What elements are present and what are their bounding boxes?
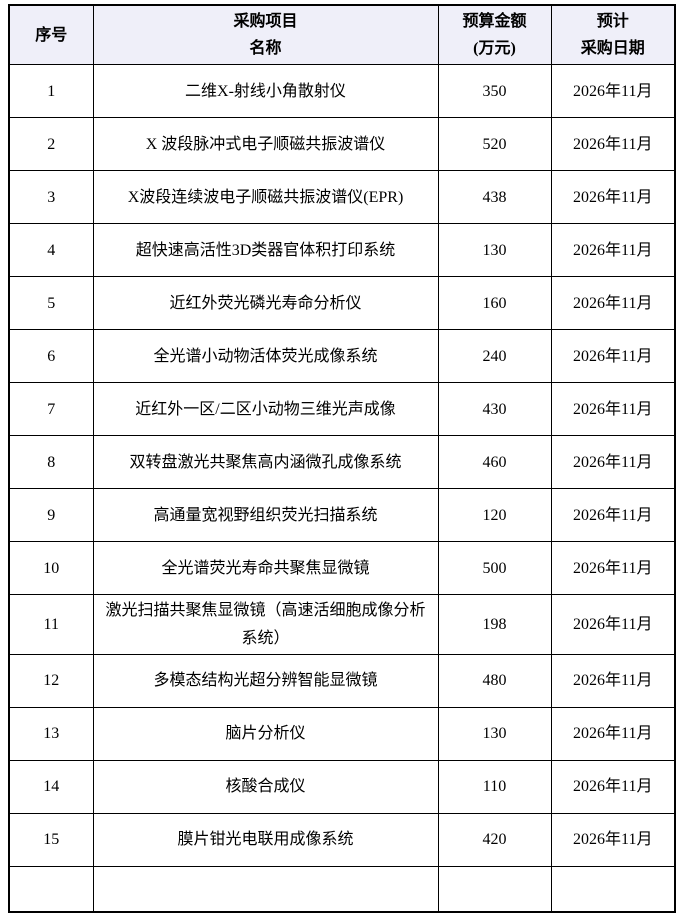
cell-row-number: 14 xyxy=(8,759,94,814)
table-row-partial xyxy=(8,865,676,913)
header-col-project-name-line2: 名称 xyxy=(249,40,282,58)
cell-row-number: 5 xyxy=(8,276,94,331)
cell-row-number: 11 xyxy=(8,594,94,655)
cell-row-number: 10 xyxy=(8,541,94,596)
cell-budget: 350 xyxy=(437,64,552,119)
cell-budget: 130 xyxy=(437,223,552,278)
cell-budget: 460 xyxy=(437,435,552,490)
cell-budget: 420 xyxy=(437,812,552,867)
cell-project-name: 双转盘激光共聚焦高内涵微孔成像系统 xyxy=(92,435,439,490)
table-body: 1 二维X-射线小角散射仪 350 2026年11月 2 X 波段脉冲式电子顺磁… xyxy=(8,64,676,913)
cell-row-number: 9 xyxy=(8,488,94,543)
cell-budget: 120 xyxy=(437,488,552,543)
cell-date: 2026年11月 xyxy=(550,594,676,655)
cell-row-number: 3 xyxy=(8,170,94,225)
header-col-budget-line1: 预算金额 xyxy=(462,13,527,30)
cell-date: 2026年11月 xyxy=(550,276,676,331)
cell-budget: 500 xyxy=(437,541,552,596)
table-row: 1 二维X-射线小角散射仪 350 2026年11月 xyxy=(8,64,676,119)
cell-budget: 520 xyxy=(437,117,552,172)
header-col-project-name: 采购项目 名称 xyxy=(92,4,439,66)
cell-project-name: 脑片分析仪 xyxy=(92,706,439,761)
cell-budget: 480 xyxy=(437,653,552,708)
header-col-budget-line2: (万元) xyxy=(473,40,516,58)
table-row: 8 双转盘激光共聚焦高内涵微孔成像系统 460 2026年11月 xyxy=(8,435,676,490)
cell-row-number: 4 xyxy=(8,223,94,278)
header-col-date-line1: 预计 xyxy=(596,13,629,30)
cell-row-number: 6 xyxy=(8,329,94,384)
cell-project-name: 超快速高活性3D类器官体积打印系统 xyxy=(92,223,439,278)
cell-project-name: 多模态结构光超分辨智能显微镜 xyxy=(92,653,439,708)
table-row: 13 脑片分析仪 130 2026年11月 xyxy=(8,706,676,761)
procurement-table: 序号 采购项目 名称 预算金额 (万元) 预计 采购日期 1 二维X-射线小角散… xyxy=(8,4,676,913)
table-row: 3 X波段连续波电子顺磁共振波谱仪(EPR) 438 2026年11月 xyxy=(8,170,676,225)
table-row: 10 全光谱荧光寿命共聚焦显微镜 500 2026年11月 xyxy=(8,541,676,596)
cell-project-name: 膜片钳光电联用成像系统 xyxy=(92,812,439,867)
cell-date: 2026年11月 xyxy=(550,329,676,384)
cell-date: 2026年11月 xyxy=(550,488,676,543)
cell-date: 2026年11月 xyxy=(550,223,676,278)
cell-date: 2026年11月 xyxy=(550,435,676,490)
cell-row-number: 15 xyxy=(8,812,94,867)
cell-row-number: 12 xyxy=(8,653,94,708)
cell-budget: 160 xyxy=(437,276,552,331)
cell-date: 2026年11月 xyxy=(550,382,676,437)
header-col-project-name-line1: 采购项目 xyxy=(233,13,298,30)
cell-date: 2026年11月 xyxy=(550,170,676,225)
cell-date: 2026年11月 xyxy=(550,759,676,814)
header-col-no: 序号 xyxy=(8,4,94,66)
table-row: 15 膜片钳光电联用成像系统 420 2026年11月 xyxy=(8,812,676,867)
table-row: 5 近红外荧光磷光寿命分析仪 160 2026年11月 xyxy=(8,276,676,331)
cell-row-number: 13 xyxy=(8,706,94,761)
cell-row-number: 1 xyxy=(8,64,94,119)
table-row: 6 全光谱小动物活体荧光成像系统 240 2026年11月 xyxy=(8,329,676,384)
header-row: 序号 采购项目 名称 预算金额 (万元) 预计 采购日期 xyxy=(8,4,676,66)
cell-date: 2026年11月 xyxy=(550,64,676,119)
table-row: 9 高通量宽视野组织荧光扫描系统 120 2026年11月 xyxy=(8,488,676,543)
cell-project-name: X波段连续波电子顺磁共振波谱仪(EPR) xyxy=(92,170,439,225)
cell-project-name xyxy=(92,865,439,913)
cell-row-number xyxy=(8,865,94,913)
header-col-date: 预计 采购日期 xyxy=(550,4,676,66)
cell-date: 2026年11月 xyxy=(550,653,676,708)
cell-project-name: 近红外荧光磷光寿命分析仪 xyxy=(92,276,439,331)
table-row: 7 近红外一区/二区小动物三维光声成像 430 2026年11月 xyxy=(8,382,676,437)
cell-budget: 198 xyxy=(437,594,552,655)
cell-date: 2026年11月 xyxy=(550,541,676,596)
table-row: 12 多模态结构光超分辨智能显微镜 480 2026年11月 xyxy=(8,653,676,708)
cell-row-number: 2 xyxy=(8,117,94,172)
cell-budget xyxy=(437,865,552,913)
header-col-budget: 预算金额 (万元) xyxy=(437,4,552,66)
cell-project-name: 二维X-射线小角散射仪 xyxy=(92,64,439,119)
table-row: 11 激光扫描共聚焦显微镜（高速活细胞成像分析系统） 198 2026年11月 xyxy=(8,594,676,655)
cell-project-name: 近红外一区/二区小动物三维光声成像 xyxy=(92,382,439,437)
cell-row-number: 8 xyxy=(8,435,94,490)
cell-budget: 130 xyxy=(437,706,552,761)
cell-budget: 430 xyxy=(437,382,552,437)
cell-date xyxy=(550,865,676,913)
cell-budget: 110 xyxy=(437,759,552,814)
table-row: 2 X 波段脉冲式电子顺磁共振波谱仪 520 2026年11月 xyxy=(8,117,676,172)
cell-project-name: 全光谱小动物活体荧光成像系统 xyxy=(92,329,439,384)
table-header: 序号 采购项目 名称 预算金额 (万元) 预计 采购日期 xyxy=(8,4,676,66)
cell-project-name: 核酸合成仪 xyxy=(92,759,439,814)
header-col-no-label: 序号 xyxy=(35,26,68,44)
cell-row-number: 7 xyxy=(8,382,94,437)
table-row: 14 核酸合成仪 110 2026年11月 xyxy=(8,759,676,814)
cell-project-name: 高通量宽视野组织荧光扫描系统 xyxy=(92,488,439,543)
header-col-date-line2: 采购日期 xyxy=(580,40,645,58)
cell-date: 2026年11月 xyxy=(550,706,676,761)
cell-budget: 438 xyxy=(437,170,552,225)
cell-date: 2026年11月 xyxy=(550,812,676,867)
cell-budget: 240 xyxy=(437,329,552,384)
cell-project-name: 全光谱荧光寿命共聚焦显微镜 xyxy=(92,541,439,596)
cell-date: 2026年11月 xyxy=(550,117,676,172)
table-row: 4 超快速高活性3D类器官体积打印系统 130 2026年11月 xyxy=(8,223,676,278)
cell-project-name: X 波段脉冲式电子顺磁共振波谱仪 xyxy=(92,117,439,172)
cell-project-name: 激光扫描共聚焦显微镜（高速活细胞成像分析系统） xyxy=(92,594,439,655)
